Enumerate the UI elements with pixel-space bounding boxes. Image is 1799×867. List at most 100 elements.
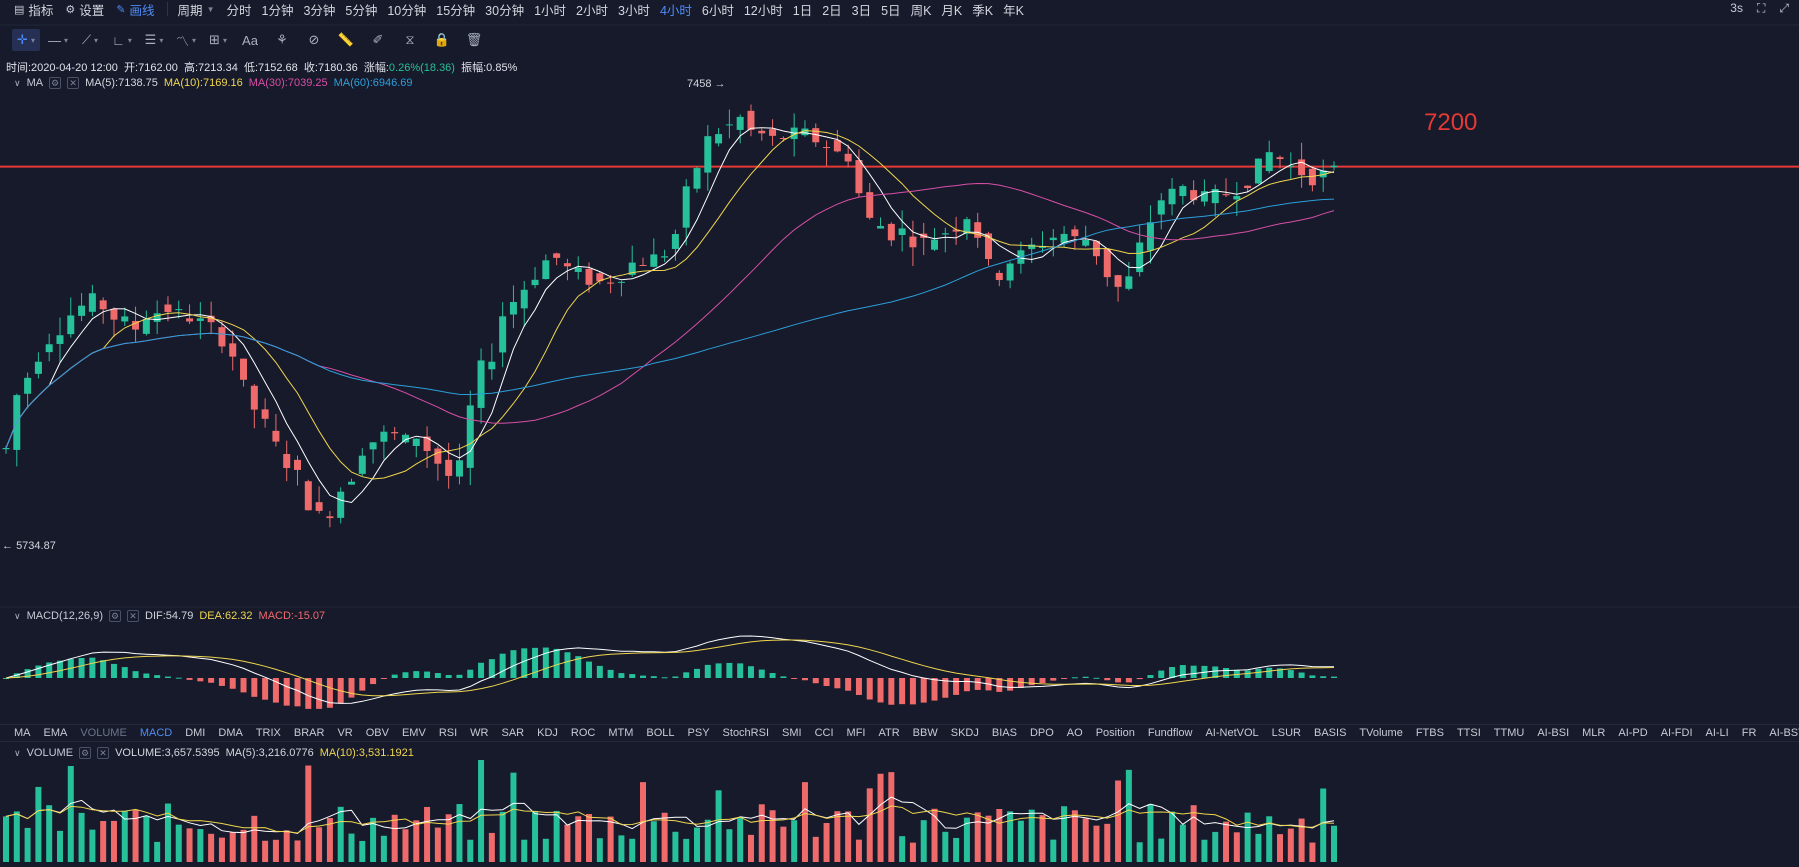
indicator-tab-vr[interactable]: VR [337,727,353,739]
crosshair-tool-icon[interactable]: ✛ ▾ [12,29,40,51]
period-1[interactable]: 1分钟 [261,3,294,18]
parallel-lines-tool-icon[interactable]: ☰ ▾ [144,32,164,47]
indicator-tab-mlr[interactable]: MLR [1582,727,1606,739]
close-icon[interactable]: ✕ [97,747,110,759]
period-3[interactable]: 5分钟 [345,3,378,18]
period-18[interactable]: 月K [941,3,963,18]
settings-icon[interactable]: ⚙ [49,77,62,89]
period-20[interactable]: 年K [1003,3,1024,18]
indicators-button[interactable]: ▤ 指标 [14,0,53,19]
indicator-tab-psy[interactable]: PSY [687,727,710,739]
draw-button[interactable]: ✎ 画线 [116,0,154,19]
indicator-tab-atr[interactable]: ATR [878,727,900,739]
indicator-tab-ao[interactable]: AO [1066,727,1083,739]
pattern-tool-icon[interactable]: ⚘ [276,32,288,47]
indicator-tab-dmi[interactable]: DMI [185,727,206,739]
refresh-interval[interactable]: 3s [1730,1,1743,15]
indicator-tab-sar[interactable]: SAR [501,727,525,739]
indicator-tab-kdj[interactable]: KDJ [537,727,558,739]
period-dropdown[interactable]: 周期 ▼ [178,0,215,19]
volume-ma5-value: MA(5):3,216.0776 [225,747,314,759]
text-tool-icon[interactable]: Aa [242,32,258,48]
trend-line-tool-icon[interactable]: ⟋ ▾ [81,32,99,47]
indicator-tab-ai-bsi[interactable]: AI-BSI [1537,727,1570,739]
indicator-tab-ttsi[interactable]: TTSI [1456,727,1481,739]
expand-icon[interactable]: ⤢ [1779,1,1789,15]
period-4[interactable]: 10分钟 [387,3,427,18]
trash-icon[interactable]: 🗑 [465,32,483,47]
indicator-tab-ai-netvol[interactable]: AI-NetVOL [1205,727,1259,739]
indicator-tab-macd[interactable]: MACD [139,727,173,739]
period-2[interactable]: 3分钟 [303,3,336,18]
period-11[interactable]: 6小时 [701,3,734,18]
period-0[interactable]: 分时 [226,3,252,18]
collapse-icon[interactable]: ∨ [14,77,21,88]
fullscreen-icon[interactable]: ⛶ [1756,1,1766,15]
indicator-tab-ai-li[interactable]: AI-LI [1705,727,1729,739]
indicator-tab-mtm[interactable]: MTM [608,727,634,739]
indicator-tab-ma[interactable]: MA [14,727,31,739]
indicator-tab-trix[interactable]: TRIX [255,727,281,739]
macd-histogram-bar [391,674,398,678]
angle-tool-icon[interactable]: ∟ ▾ [112,32,132,48]
indicator-tab-cci[interactable]: CCI [814,727,834,739]
indicator-tab-fr[interactable]: FR [1741,727,1757,739]
indicator-tab-bias[interactable]: BIAS [991,727,1017,739]
period-19[interactable]: 季K [972,3,994,18]
fibonacci-tool-icon[interactable]: ⊞ ▾ [209,32,227,47]
indicator-tab-bbw[interactable]: BBW [912,727,938,739]
close-icon[interactable]: ✕ [127,610,140,622]
brush-tool-icon[interactable]: ✐ [372,32,384,47]
indicator-tab-volume[interactable]: VOLUME [80,727,127,739]
indicator-tab-ftbs[interactable]: FTBS [1415,727,1444,739]
indicator-tab-smi[interactable]: SMI [782,727,802,739]
indicator-tab-fundflow[interactable]: Fundflow [1147,727,1193,739]
magnet-tool-icon[interactable]: ⊘ [308,32,320,47]
indicator-tab-emv[interactable]: EMV [401,727,426,739]
indicator-tab-dma[interactable]: DMA [218,727,243,739]
period-14[interactable]: 2日 [822,3,842,18]
indicator-tab-ttmu[interactable]: TTMU [1493,727,1525,739]
period-12[interactable]: 12小时 [743,3,783,18]
indicator-tab-ema[interactable]: EMA [43,727,68,739]
period-8[interactable]: 2小时 [576,3,608,18]
settings-icon[interactable]: ⚙ [109,610,122,622]
collapse-icon[interactable]: ∨ [14,610,21,621]
settings-icon[interactable]: ⚙ [79,747,92,759]
wave-tool-icon[interactable]: 〽 ▾ [175,33,197,49]
indicator-tab-basis[interactable]: BASIS [1314,727,1347,739]
indicator-tab-brar[interactable]: BRAR [293,727,325,739]
link-tool-icon[interactable]: ⧖ [405,32,415,47]
settings-button[interactable]: ⚙ 设置 [65,0,104,19]
indicator-tab-roc[interactable]: ROC [570,727,596,739]
indicator-tab-rsi[interactable]: RSI [438,727,458,739]
close-icon[interactable]: ✕ [67,77,80,89]
period-17[interactable]: 周K [910,3,932,18]
period-15[interactable]: 3日 [851,3,872,18]
ruler-tool-icon[interactable]: 📏 [337,32,355,47]
period-13[interactable]: 1日 [792,3,813,18]
indicator-tab-boll[interactable]: BOLL [646,727,675,739]
indicator-tab-dpo[interactable]: DPO [1029,727,1054,739]
period-7[interactable]: 1小时 [534,3,567,18]
indicator-tab-obv[interactable]: OBV [365,727,389,739]
period-16[interactable]: 5日 [881,3,901,18]
indicator-tab-skdj[interactable]: SKDJ [950,727,979,739]
period-10[interactable]: 4小时 [659,3,692,18]
indicator-tab-ai-fdi[interactable]: AI-FDI [1660,727,1693,739]
period-5[interactable]: 15分钟 [436,3,476,18]
horizontal-line-tool-icon[interactable]: — ▾ [47,32,68,48]
indicator-tab-wr[interactable]: WR [470,727,489,739]
period-9[interactable]: 3小时 [617,3,650,18]
indicator-tab-mfi[interactable]: MFI [846,727,866,739]
indicator-tab-ai-pd[interactable]: AI-PD [1618,727,1648,739]
indicator-tab-stochrsi[interactable]: StochRSI [722,727,770,739]
indicator-tab-tvolume[interactable]: TVolume [1359,727,1403,739]
period-6[interactable]: 30分钟 [485,3,525,18]
indicator-tab-lsur[interactable]: LSUR [1271,727,1301,739]
lock-tool-icon[interactable]: 🔒 [433,32,451,47]
collapse-icon[interactable]: ∨ [14,747,21,758]
indicator-tab-ai-bst[interactable]: AI-BST [1769,727,1799,739]
indicator-tab-position[interactable]: Position [1095,727,1135,739]
